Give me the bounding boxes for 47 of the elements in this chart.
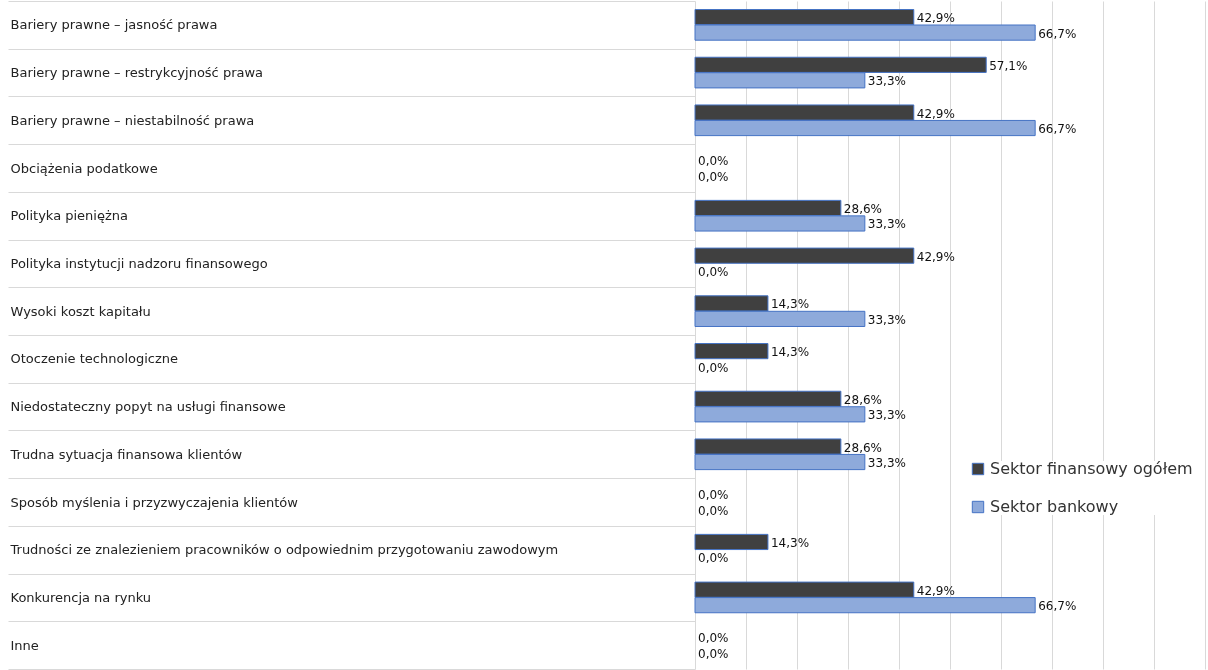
y-tick-label: Bariery prawne – jasność prawa <box>10 17 218 33</box>
data-label: 33,3% <box>867 217 906 232</box>
y-tick-label: Polityka pieniężna <box>10 208 128 224</box>
y-tick-label: Wysoki koszt kapitału <box>10 303 151 319</box>
data-label: 0,0% <box>698 488 729 503</box>
data-label: 0,0% <box>698 360 729 375</box>
data-label: 0,0% <box>698 265 729 280</box>
data-label: 33,3% <box>867 408 906 423</box>
data-label: 14,3% <box>770 535 810 550</box>
bar <box>694 343 769 360</box>
data-label: 57,1% <box>989 58 1028 73</box>
bar <box>694 247 915 264</box>
data-label: 42,9% <box>916 249 955 264</box>
data-label: 28,6% <box>843 440 882 455</box>
y-tick-label: Polityka instytucji nadzoru finansowego <box>10 255 268 271</box>
bar <box>694 533 769 551</box>
data-label: 14,3% <box>770 345 810 360</box>
y-tick-label: Sposób myślenia i przyzwyczajenia klientów <box>10 494 299 510</box>
y-tick-label: Trudności ze znalezieniem pracowników o odpowiednim przygotowaniu zawodowym <box>9 542 559 558</box>
data-label: 66,7% <box>1038 122 1077 137</box>
data-label: 33,3% <box>867 312 906 327</box>
data-label: 0,0% <box>698 551 729 566</box>
data-label: 33,3% <box>867 74 906 89</box>
y-tick-label: Obciążenia podatkowe <box>10 160 158 176</box>
data-label: 42,9% <box>916 11 955 26</box>
y-tick-label: Inne <box>10 637 39 653</box>
data-label: 66,7% <box>1038 599 1077 614</box>
data-label: 14,3% <box>770 297 810 312</box>
data-label: 42,9% <box>916 583 955 598</box>
data-label: 0,0% <box>698 154 729 169</box>
y-tick-label: Konkurencja na rynku <box>10 589 152 605</box>
data-label: 28,6% <box>843 392 882 407</box>
data-label: 33,3% <box>867 456 906 471</box>
y-tick-label: Bariery prawne – restrykcyjność prawa <box>10 65 264 81</box>
data-label: 28,6% <box>843 201 882 216</box>
y-tick-label: Trudna sytuacja finansowa klientów <box>9 446 243 462</box>
data-label: 0,0% <box>698 169 729 184</box>
data-label: 66,7% <box>1038 26 1077 41</box>
y-tick-label: Bariery prawne – niestabilność prawa <box>10 112 255 128</box>
y-tick-label: Niedostateczny popyt na usługi finansowe <box>10 399 286 415</box>
data-label: 0,0% <box>698 631 729 646</box>
legend-label: Sektor finansowy ogółem <box>990 459 1193 478</box>
y-tick-label: Otoczenie technologiczne <box>10 351 179 367</box>
legend-label: Sektor bankowy <box>990 497 1119 516</box>
data-label: 0,0% <box>698 646 729 661</box>
data-label: 0,0% <box>698 503 729 518</box>
data-label: 42,9% <box>916 106 955 121</box>
